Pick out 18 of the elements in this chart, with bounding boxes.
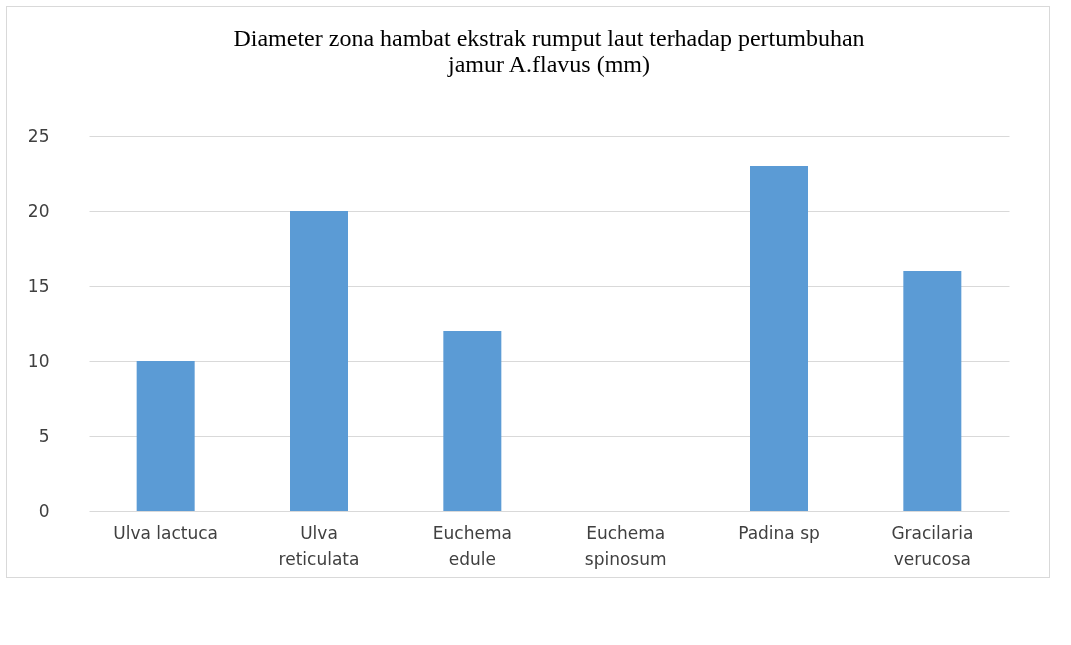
bar <box>136 361 195 511</box>
bar <box>443 331 502 511</box>
x-tick-label: Euchema spinosum <box>584 522 667 569</box>
x-tick-label: Padina sp <box>738 522 820 543</box>
y-tick-label: 0 <box>38 500 50 521</box>
chart-title: Diameter zona hambat ekstrak rumput laut terhadap pertumbuhan jamur A.flavus (mm) <box>233 25 865 77</box>
bar <box>290 211 348 511</box>
x-tick-label: Euchema edule <box>432 522 512 569</box>
bar <box>903 271 962 511</box>
x-tick-label: Ulva reticulata <box>278 522 360 569</box>
x-tick-label: Gracilaria verucosa <box>891 522 974 569</box>
y-tick-label: 10 <box>27 350 50 371</box>
bar <box>750 166 808 511</box>
y-tick-label: 5 <box>38 425 50 446</box>
x-tick-label: Ulva lactuca <box>113 522 219 543</box>
y-tick-label: 15 <box>27 275 50 296</box>
y-tick-label: 20 <box>27 200 50 221</box>
y-tick-label: 25 <box>27 125 50 146</box>
